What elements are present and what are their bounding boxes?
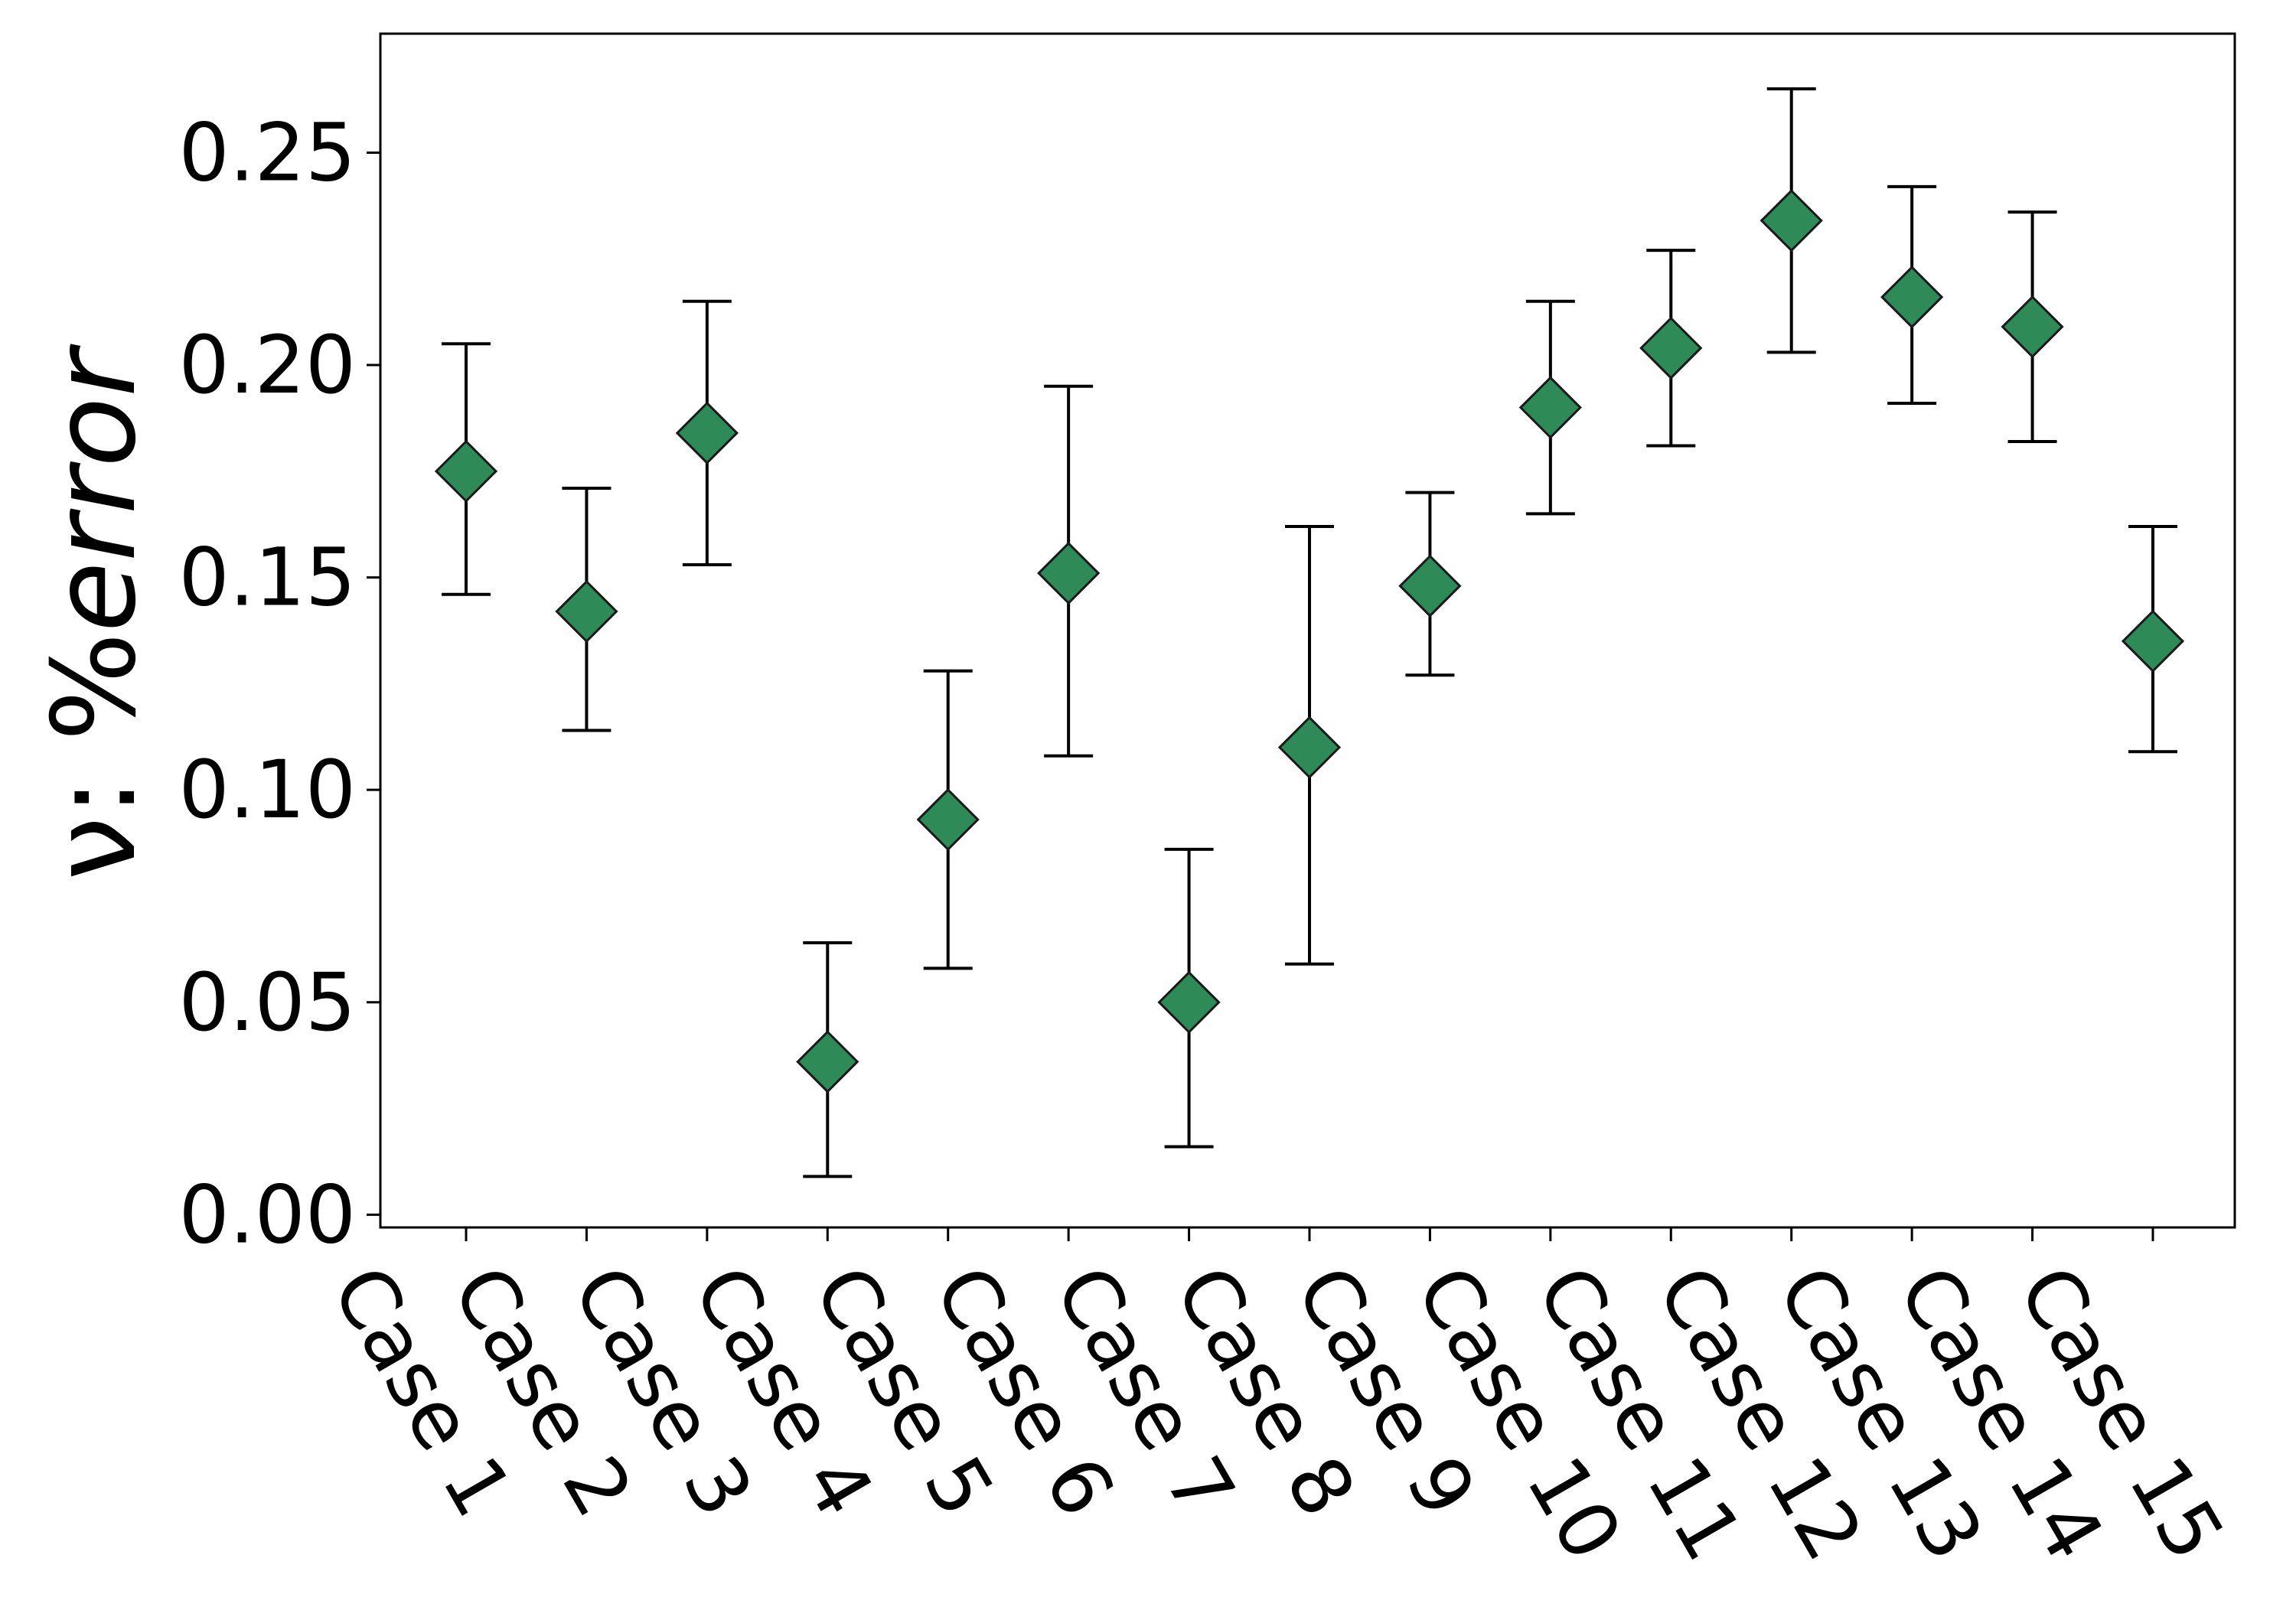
y-axis-label-prefix: ν: % — [28, 632, 161, 881]
y-tick-label: 0.10 — [178, 743, 356, 836]
y-axis-label-suffix: error — [28, 344, 161, 632]
data-point-marker — [1157, 970, 1221, 1034]
y-tick-label: 0.25 — [178, 106, 356, 199]
data-point-marker — [916, 787, 980, 852]
data-point-marker — [1277, 715, 1342, 779]
data-markers — [434, 189, 2185, 1094]
data-point-marker — [434, 439, 498, 503]
plot-area-frame — [379, 32, 2236, 1229]
data-point-marker — [2001, 295, 2064, 359]
y-tick-label: 0.20 — [178, 318, 356, 412]
data-point-marker — [1398, 554, 1462, 618]
data-point-marker — [1518, 376, 1582, 439]
data-point-marker — [1037, 541, 1101, 605]
data-point-marker — [796, 1030, 859, 1094]
y-tick-label: 0.00 — [178, 1168, 356, 1261]
y-tick-label: 0.15 — [178, 531, 356, 624]
y-axis-ticks: 0.00 0.05 0.10 0.15 0.20 0.25 — [178, 106, 380, 1261]
y-tick-label: 0.05 — [178, 956, 356, 1049]
data-point-marker — [555, 579, 618, 644]
data-point-marker — [1880, 266, 1944, 329]
y-axis-label: ν: %error — [28, 344, 161, 881]
data-point-marker — [675, 401, 739, 464]
data-point-marker — [1639, 316, 1703, 380]
data-point-marker — [1760, 189, 1823, 253]
data-point-marker — [2121, 609, 2185, 673]
